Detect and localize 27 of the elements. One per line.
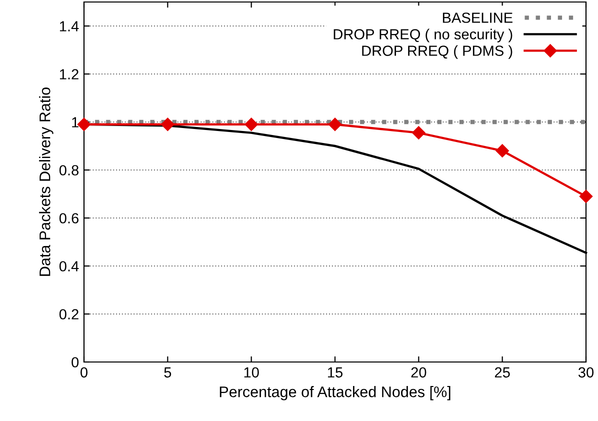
point	[244, 118, 258, 131]
point	[496, 144, 509, 158]
y-tick-label: 0.6	[59, 213, 78, 224]
point	[328, 118, 342, 131]
x-tick-label: 10	[244, 367, 259, 378]
x-tick-label: 30	[578, 367, 594, 378]
x-tick-label: 0	[80, 367, 88, 378]
legend-label: DROP RREQ ( PDMS )	[362, 45, 512, 59]
x-tick-label: 20	[411, 367, 426, 378]
y-tick-label: 0.8	[59, 165, 79, 176]
y-tick-label: 1	[72, 117, 78, 128]
point	[77, 118, 91, 131]
y-tick-label: 0	[72, 357, 79, 368]
x-tick-label: 25	[494, 367, 510, 378]
point	[161, 118, 174, 131]
y-tick-label: 0.2	[59, 309, 78, 320]
y-tick-label: 1.2	[60, 69, 78, 80]
x-tick-label: 15	[328, 367, 342, 378]
x-tick-label: 5	[164, 367, 172, 378]
x-axis-title: Percentage of Attacked Nodes [%]	[220, 386, 450, 400]
y-tick-label: 0.4	[59, 261, 79, 272]
legend-label: DROP RREQ ( no security )	[334, 28, 512, 42]
legend-label: BASELINE	[442, 12, 512, 23]
point	[412, 126, 426, 140]
y-tick-label: 1.4	[60, 21, 79, 32]
y-axis-title: Data Packets Delivery Ratio	[39, 88, 54, 276]
point	[579, 190, 593, 203]
